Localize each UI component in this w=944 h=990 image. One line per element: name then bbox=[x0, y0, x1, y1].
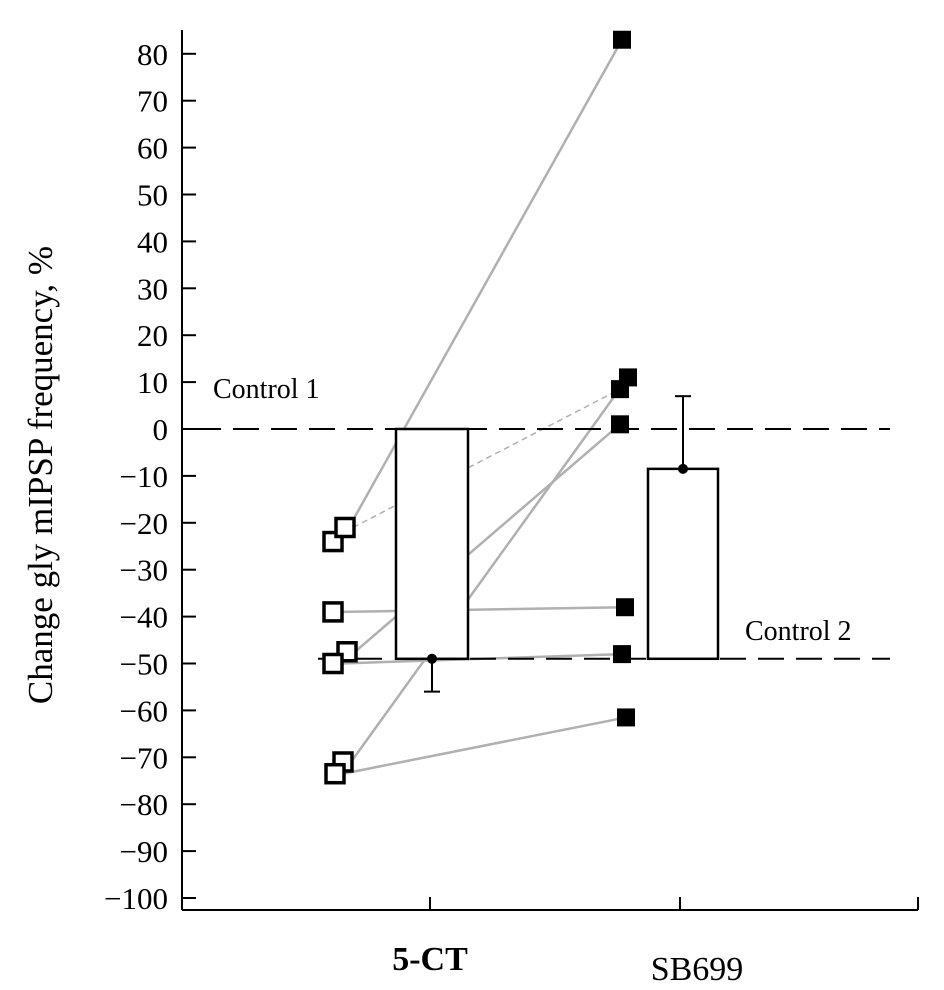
y-tick-label: 80 bbox=[137, 37, 168, 72]
y-axis-label: Change gly mIPSP frequency, % bbox=[21, 246, 60, 704]
y-tick-label: −90 bbox=[120, 834, 168, 869]
bar-5-CT bbox=[394, 427, 470, 661]
y-tick-label: 20 bbox=[137, 318, 168, 353]
paired-line bbox=[339, 39, 624, 543]
paired-lines bbox=[339, 39, 630, 775]
data-points bbox=[322, 30, 637, 785]
open-square-point bbox=[334, 516, 356, 539]
y-tick-label: −30 bbox=[120, 553, 168, 588]
filled-square-point bbox=[619, 368, 637, 387]
y-tick-label: 40 bbox=[137, 224, 168, 259]
filled-square-point bbox=[617, 708, 635, 727]
filled-square-point bbox=[613, 30, 631, 49]
y-tick-label: 30 bbox=[137, 271, 168, 306]
x-tick-label-sb699: SB699 bbox=[651, 951, 744, 988]
x-tick-label-5ct: 5-CT bbox=[392, 941, 468, 978]
control-2-label: Control 2 bbox=[745, 616, 852, 647]
y-tick-label: 70 bbox=[137, 84, 168, 119]
y-tick-label: −20 bbox=[120, 506, 168, 541]
y-tick-label: −70 bbox=[120, 740, 168, 775]
y-tick-label: −40 bbox=[120, 600, 168, 635]
y-tick-label: −100 bbox=[104, 881, 168, 916]
filled-square-point bbox=[613, 645, 631, 664]
mean-marker bbox=[678, 463, 688, 474]
axes: 80 70 60 50 40 30 20 10 0 −10 −20 −30 −40 −50 −60 −70 −8… bbox=[104, 30, 919, 916]
y-tick-label: −50 bbox=[120, 647, 168, 682]
y-tick-label: 10 bbox=[137, 365, 168, 400]
y-tick-label: −60 bbox=[120, 693, 168, 728]
control-1-label: Control 1 bbox=[213, 374, 320, 405]
y-tick-label: 50 bbox=[137, 178, 168, 213]
open-square-point bbox=[322, 601, 344, 623]
filled-square-point bbox=[616, 598, 634, 617]
bar-SB699 bbox=[646, 467, 720, 661]
y-tick-label: 60 bbox=[137, 131, 168, 166]
bars bbox=[394, 395, 720, 693]
paired-line bbox=[342, 716, 627, 775]
open-square-point bbox=[322, 652, 344, 675]
mean-marker bbox=[427, 653, 437, 664]
y-tick-label: −10 bbox=[120, 459, 168, 494]
open-square-point bbox=[324, 762, 346, 785]
y-tick-label: −80 bbox=[120, 787, 168, 822]
filled-square-point bbox=[611, 415, 629, 434]
y-tick-label: 0 bbox=[153, 412, 169, 447]
paired-line bbox=[340, 605, 626, 614]
paired-line bbox=[349, 376, 630, 763]
